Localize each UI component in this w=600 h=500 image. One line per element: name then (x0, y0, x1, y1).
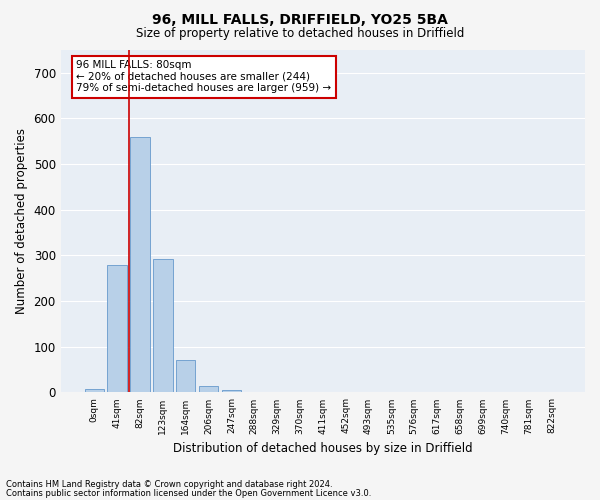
Text: Size of property relative to detached houses in Driffield: Size of property relative to detached ho… (136, 28, 464, 40)
Bar (107, 264, 127, 392)
Bar (85, 389, 104, 392)
Bar (153, 258, 173, 392)
Y-axis label: Number of detached properties: Number of detached properties (15, 128, 28, 314)
Text: 96, MILL FALLS, DRIFFIELD, YO25 5BA: 96, MILL FALLS, DRIFFIELD, YO25 5BA (152, 12, 448, 26)
Bar (199, 386, 218, 392)
Text: Contains HM Land Registry data © Crown copyright and database right 2024.: Contains HM Land Registry data © Crown c… (6, 480, 332, 489)
Text: 96 MILL FALLS: 80sqm
← 20% of detached houses are smaller (244)
79% of semi-deta: 96 MILL FALLS: 80sqm ← 20% of detached h… (76, 60, 332, 94)
X-axis label: Distribution of detached houses by size in Driffield: Distribution of detached houses by size … (173, 442, 473, 455)
Text: Contains public sector information licensed under the Open Government Licence v3: Contains public sector information licen… (6, 488, 371, 498)
Bar (176, 360, 196, 392)
Bar (221, 390, 241, 392)
Bar (130, 136, 149, 392)
